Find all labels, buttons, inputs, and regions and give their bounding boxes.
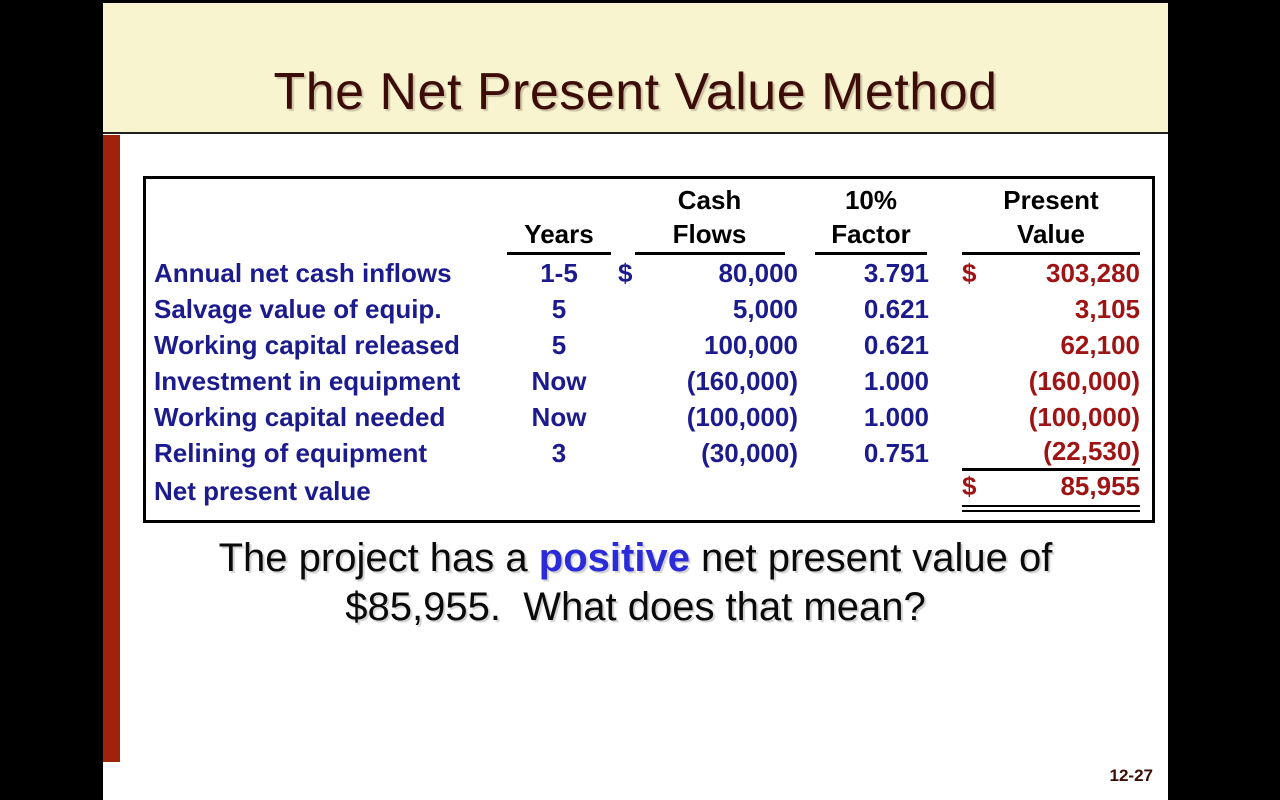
header-underline xyxy=(815,252,927,255)
body-line-1: The project has a positive net present v… xyxy=(218,536,1053,580)
cash-flow-value: (100,000) xyxy=(686,401,798,432)
table-row: Working capital released 5 100,000 0.621… xyxy=(154,329,1140,360)
column-header-cash-flows: Cash Flows xyxy=(618,183,801,255)
cash-flow-value: (160,000) xyxy=(686,365,798,396)
present-value: 3,105 xyxy=(1074,293,1140,324)
table-row: Salvage value of equip. 5 5,000 0.621 3,… xyxy=(154,293,1140,324)
header-underline xyxy=(507,252,611,255)
column-header-present-value: Present Value xyxy=(941,183,1152,255)
table-row-net-present-value: Net present value $85,955 xyxy=(146,471,1152,512)
column-header-years: Years xyxy=(500,183,618,255)
column-header-item xyxy=(146,183,500,255)
table-row: Relining of equipment 3 (30,000) 0.751 (… xyxy=(146,435,1152,471)
present-value: $303,280 xyxy=(962,257,1140,288)
table-row: Annual net cash inflows 1-5 $80,000 3.79… xyxy=(154,257,1140,288)
table-header-row: Years Cash Flows 10% Factor Present Va xyxy=(146,183,1152,255)
present-value: (100,000) xyxy=(1028,401,1140,432)
present-value: (160,000) xyxy=(1028,365,1140,396)
header-band xyxy=(103,3,1168,134)
table-row: Working capital needed Now (100,000) 1.0… xyxy=(154,401,1140,432)
cash-flow-value: 100,000 xyxy=(704,329,798,360)
body-line-2: $85,955. What does that mean? xyxy=(345,585,926,629)
present-value: 62,100 xyxy=(1060,329,1140,360)
slide-title: The Net Present Value Method xyxy=(273,63,998,121)
cash-flow-value: (30,000) xyxy=(701,437,798,468)
positive-highlight: positive xyxy=(538,536,690,580)
net-present-value-total: $85,955 xyxy=(962,471,1140,512)
slide: The Net Present Value Method Years Cash … xyxy=(103,0,1168,800)
present-value-subtotal-underline: (22,530) xyxy=(962,436,1140,471)
header-underline xyxy=(962,252,1140,255)
npv-table: Years Cash Flows 10% Factor Present Va xyxy=(143,176,1155,523)
cash-flow-value: 5,000 xyxy=(732,293,798,324)
body-text: The project has a positive net present v… xyxy=(103,534,1168,632)
header-underline xyxy=(634,252,785,255)
red-accent-bar xyxy=(103,135,120,762)
top-edge-line xyxy=(103,0,1168,3)
page-number: 12-27 xyxy=(1109,766,1153,785)
table-row: Investment in equipment Now (160,000) 1.… xyxy=(154,365,1140,396)
column-header-factor: 10% Factor xyxy=(801,183,941,255)
cash-flow-value: $80,000 xyxy=(618,257,798,288)
